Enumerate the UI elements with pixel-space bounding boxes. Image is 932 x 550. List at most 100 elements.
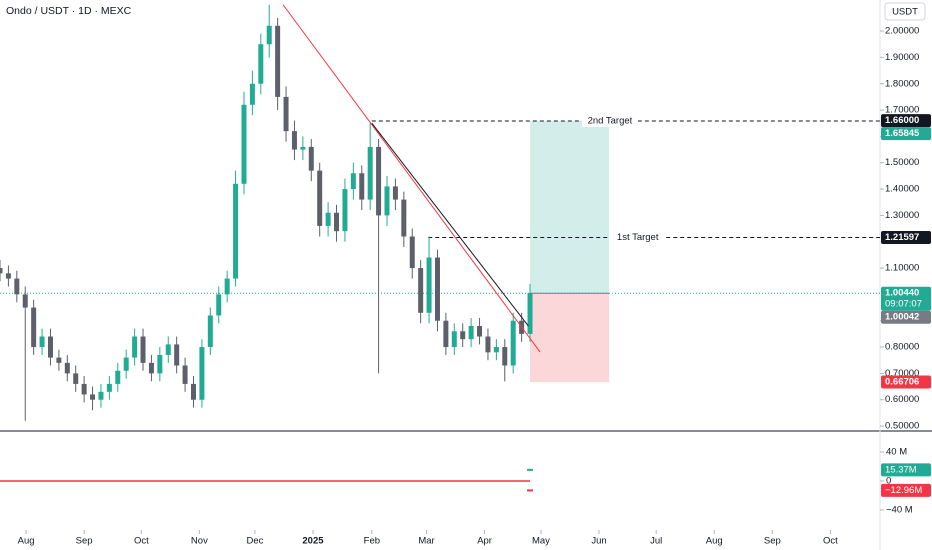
candle-body	[460, 331, 466, 340]
trendline	[282, 4, 541, 353]
target-label: 2nd Target	[588, 116, 633, 127]
price-badge-label: 1.65845	[885, 128, 920, 139]
candle-body	[233, 183, 239, 279]
y-tick-label: 1.30000	[885, 210, 919, 221]
y-tick-label: 0.70000	[885, 368, 919, 379]
y-tick-label: 0.80000	[885, 342, 919, 353]
indicator-badge	[881, 483, 931, 497]
candle-body	[434, 257, 440, 321]
candle-body	[98, 391, 104, 400]
candle-body	[477, 325, 483, 337]
candle-body	[418, 268, 424, 313]
trendline	[371, 122, 529, 327]
candle-body	[502, 347, 508, 366]
x-tick-label: Sep	[76, 536, 93, 547]
target-label-bg	[609, 231, 666, 244]
candle-body	[190, 383, 196, 400]
target-label-bg	[581, 115, 638, 128]
x-tick-label: Dec	[246, 536, 263, 547]
y-tick-label: 1.80000	[885, 78, 919, 89]
candle-body	[157, 354, 163, 374]
price-badge	[881, 231, 931, 245]
price-badge-label: 1.00440	[885, 288, 919, 299]
price-badge-label: 0.66706	[885, 377, 919, 388]
candle-body	[325, 212, 331, 226]
candle-body	[5, 273, 11, 279]
indicator-tick-label: −40 M	[886, 505, 913, 516]
price-badge	[881, 114, 931, 128]
price-badge-label: 1.21597	[885, 232, 919, 243]
countdown: 09:07:07	[885, 299, 922, 310]
candle-body	[148, 362, 154, 374]
price-badge	[881, 310, 931, 324]
candle-body	[31, 307, 37, 348]
loss-zone	[530, 293, 610, 383]
x-tick-label: Oct	[823, 536, 838, 547]
candle-body	[527, 293, 533, 334]
candle-body	[207, 315, 213, 348]
y-tick-label: 1.40000	[885, 184, 919, 195]
x-tick-label: May	[532, 536, 550, 547]
x-tick-label: Aug	[18, 536, 35, 547]
price-badge-label: 1.66000	[885, 115, 919, 126]
indicator-tick-label: 0	[886, 476, 891, 487]
candle-body	[22, 294, 28, 308]
chart-title: Ondo / USDT · 1D · MEXC	[6, 5, 132, 17]
candle-body	[140, 336, 146, 363]
profit-zone	[530, 121, 610, 294]
candle-body	[367, 146, 373, 200]
candle-body	[443, 320, 449, 348]
candle-body	[510, 320, 516, 366]
candle-body	[426, 257, 432, 313]
candle-body	[258, 44, 264, 84]
y-tick-label: 1.90000	[885, 52, 919, 63]
y-tick-label: 0.50000	[885, 421, 919, 432]
indicator-badge-label: 15.37M	[885, 464, 917, 475]
candle-body	[0, 268, 3, 274]
price-badge	[881, 127, 931, 141]
indicator-tick-label: 40 M	[886, 447, 907, 458]
candle-body	[300, 146, 306, 150]
candle-body	[266, 25, 272, 45]
currency: USDT	[892, 7, 918, 18]
candle-body	[56, 357, 62, 363]
candle-body	[308, 146, 314, 171]
candle-body	[275, 25, 281, 97]
candle-body	[468, 325, 474, 340]
candle-body	[249, 83, 255, 105]
y-tick-label: 1.10000	[885, 263, 919, 274]
candle-body	[291, 131, 297, 150]
y-tick-label: 1.50000	[885, 157, 919, 168]
target-label: 1st Target	[617, 232, 659, 243]
candle-body	[81, 383, 87, 395]
y-tick-label: 1.70000	[885, 105, 919, 116]
candle-body	[451, 331, 457, 348]
candle-body	[216, 294, 222, 316]
candle-body	[47, 336, 53, 358]
x-tick-label: Aug	[706, 536, 723, 547]
candle-body	[493, 347, 499, 353]
x-tick-label: Feb	[364, 536, 380, 547]
candle-body	[350, 173, 356, 190]
candle-body	[73, 373, 79, 384]
candle-body	[342, 189, 348, 232]
candle-body	[283, 96, 289, 132]
price-badge-label: 1.00042	[885, 312, 919, 323]
x-tick-label: 2025	[302, 536, 324, 547]
indicator-badge-label: −12.96M	[885, 485, 922, 496]
currency-box[interactable]	[884, 2, 926, 21]
x-tick-label: Jun	[591, 536, 606, 547]
candle-body	[39, 336, 45, 348]
candle-body	[174, 344, 180, 366]
price-badge	[881, 375, 931, 389]
candle-body	[317, 170, 323, 226]
candle-body	[199, 347, 205, 400]
candle-body	[359, 173, 365, 200]
candle-body	[64, 362, 70, 374]
candle-body	[401, 199, 407, 237]
price-badge	[881, 286, 931, 311]
candle-body	[90, 394, 96, 400]
x-tick-label: Mar	[418, 536, 434, 547]
candle-body	[123, 357, 129, 371]
candle-body	[132, 336, 138, 358]
